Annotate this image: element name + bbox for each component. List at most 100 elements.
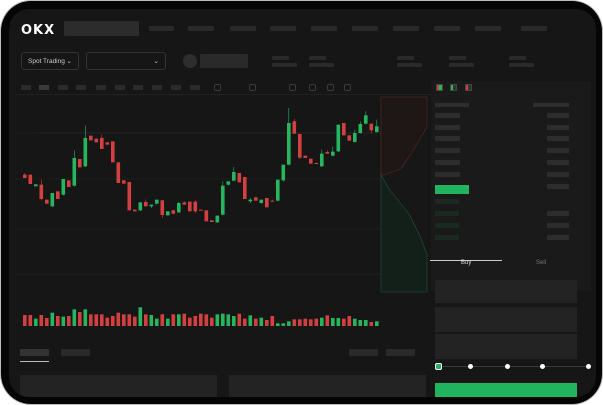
nav-item[interactable] xyxy=(270,26,296,31)
chart-tool-icon[interactable] xyxy=(327,84,334,91)
chart-tool-icon[interactable] xyxy=(289,84,296,91)
volume-bar xyxy=(177,314,181,326)
ask-size xyxy=(547,136,569,141)
stat-label xyxy=(397,56,414,60)
nav-item[interactable] xyxy=(188,26,214,31)
ask-price xyxy=(435,172,460,177)
buy-button[interactable] xyxy=(435,383,577,397)
candle-down xyxy=(270,200,275,202)
candle-down xyxy=(127,182,132,211)
amount-input[interactable] xyxy=(435,307,577,332)
volume-bar xyxy=(298,319,302,326)
slider-step[interactable] xyxy=(468,364,473,369)
timeframe-button[interactable] xyxy=(152,85,162,90)
candle-down xyxy=(28,174,33,184)
volume-bar xyxy=(309,319,313,326)
candle-up xyxy=(215,215,220,223)
nav-item[interactable] xyxy=(311,26,337,31)
search-input[interactable] xyxy=(64,21,139,36)
candle-up xyxy=(221,185,225,215)
volume-bar xyxy=(276,323,280,326)
trading-screen: OKX Spot Trading ⌄ ⌄ Buy Sel xyxy=(9,9,596,397)
timeframe-button[interactable] xyxy=(171,85,181,90)
timeframe-button[interactable] xyxy=(58,85,68,90)
volume-bar xyxy=(347,316,352,326)
candle-down xyxy=(116,162,121,183)
volume-bar xyxy=(72,309,77,326)
filter-button[interactable] xyxy=(386,349,415,356)
stat-label xyxy=(272,56,289,60)
percent-slider[interactable] xyxy=(439,366,589,367)
candle-down xyxy=(292,121,297,134)
volume-bar xyxy=(281,323,286,326)
nav-item[interactable] xyxy=(352,26,378,31)
timeframe-button[interactable] xyxy=(133,85,143,90)
candle-down xyxy=(122,180,126,184)
candle-down xyxy=(105,142,110,145)
total-input[interactable] xyxy=(435,334,577,359)
candle-down xyxy=(347,135,352,141)
nav-item[interactable] xyxy=(149,26,174,31)
candle-up xyxy=(320,153,324,167)
volume-bar xyxy=(193,316,198,326)
chart-tool-icon[interactable] xyxy=(309,84,316,91)
volume-bar xyxy=(314,318,319,326)
volume-bar xyxy=(331,318,335,326)
candle-down xyxy=(160,200,165,215)
filter-button[interactable] xyxy=(349,349,378,356)
candle-down xyxy=(325,152,330,154)
chart-tool-icon[interactable] xyxy=(214,84,221,91)
buy-tab[interactable]: Buy xyxy=(461,260,472,266)
book-bids-icon[interactable] xyxy=(450,84,457,91)
timeframe-button[interactable] xyxy=(190,85,200,90)
volume-bar xyxy=(83,309,88,326)
slider-step[interactable] xyxy=(505,364,510,369)
volume-bar xyxy=(232,316,236,326)
candle-up xyxy=(138,202,143,211)
candle-up xyxy=(166,211,170,216)
tab-order-history[interactable] xyxy=(61,349,90,356)
volume-bar xyxy=(199,313,203,326)
timeframe-button[interactable] xyxy=(76,85,86,90)
volume-bar xyxy=(358,320,363,326)
nav-item[interactable] xyxy=(434,26,460,31)
volume-bar xyxy=(287,321,291,326)
candle-down xyxy=(342,123,346,136)
chart-tool-icon[interactable] xyxy=(249,84,256,91)
book-asks-icon[interactable] xyxy=(465,84,472,91)
volume-bar xyxy=(67,316,71,326)
nav-item[interactable] xyxy=(521,26,547,31)
timeframe-button[interactable] xyxy=(96,85,106,90)
stat-label xyxy=(309,56,326,60)
nav-item[interactable] xyxy=(230,26,256,31)
volume-bar xyxy=(248,315,253,326)
ask-size xyxy=(547,184,569,189)
volume-bar xyxy=(45,318,49,326)
timeframe-button[interactable] xyxy=(21,85,31,90)
candle-down xyxy=(133,209,137,212)
pair-dropdown[interactable]: ⌄ xyxy=(86,52,166,70)
price-input[interactable] xyxy=(435,280,577,303)
slider-step[interactable] xyxy=(586,364,591,369)
volume-bar xyxy=(133,316,137,326)
candle-down xyxy=(45,199,49,204)
timeframe-button[interactable] xyxy=(39,85,49,90)
nav-item[interactable] xyxy=(475,26,501,31)
bid-size xyxy=(547,235,569,240)
nav-item[interactable] xyxy=(393,26,419,31)
spot-trading-dropdown[interactable]: Spot Trading ⌄ xyxy=(21,52,79,70)
sell-tab[interactable]: Sell xyxy=(536,260,547,266)
slider-handle[interactable] xyxy=(435,363,442,370)
slider-step[interactable] xyxy=(540,364,545,369)
tab-open-orders[interactable] xyxy=(20,349,49,356)
chart-tool-icon[interactable] xyxy=(344,84,351,91)
candle-down xyxy=(67,180,71,187)
book-both-icon[interactable] xyxy=(436,84,443,91)
ask-price xyxy=(435,148,460,153)
okx-logo[interactable]: OKX xyxy=(21,23,56,38)
timeframe-button[interactable] xyxy=(115,85,125,90)
candle-up xyxy=(281,164,286,181)
candle-up xyxy=(331,151,335,156)
candle-up xyxy=(336,124,341,152)
price-chart[interactable] xyxy=(9,9,596,397)
